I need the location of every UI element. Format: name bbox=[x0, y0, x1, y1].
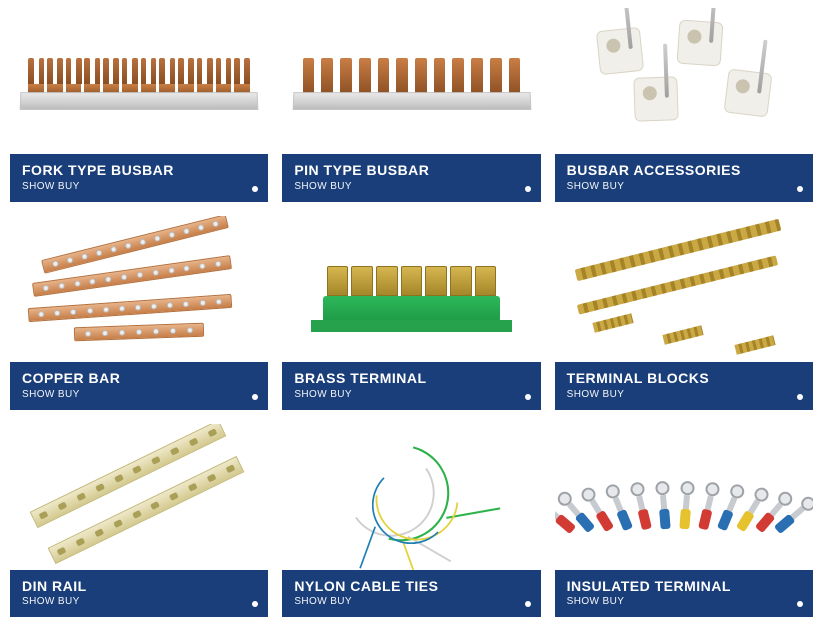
product-image bbox=[10, 424, 268, 570]
product-image bbox=[555, 8, 813, 154]
product-footer: INSULATED TERMINAL SHOW BUY bbox=[555, 570, 813, 618]
dot-icon bbox=[797, 394, 803, 400]
product-title: BUSBAR ACCESSORIES bbox=[567, 162, 801, 179]
product-title: PIN TYPE BUSBAR bbox=[294, 162, 528, 179]
product-title: NYLON CABLE TIES bbox=[294, 578, 528, 595]
dot-icon bbox=[797, 186, 803, 192]
product-image bbox=[10, 216, 268, 362]
product-title: COPPER BAR bbox=[22, 370, 256, 387]
product-image bbox=[282, 8, 540, 154]
product-footer: FORK TYPE BUSBAR SHOW BUY bbox=[10, 154, 268, 202]
product-sublabel: SHOW BUY bbox=[22, 181, 256, 192]
product-sublabel: SHOW BUY bbox=[567, 596, 801, 607]
product-title: FORK TYPE BUSBAR bbox=[22, 162, 256, 179]
product-footer: NYLON CABLE TIES SHOW BUY bbox=[282, 570, 540, 618]
product-card-insulated-terminal[interactable]: INSULATED TERMINAL SHOW BUY bbox=[555, 424, 813, 618]
product-card-pin-busbar[interactable]: PIN TYPE BUSBAR SHOW BUY bbox=[282, 8, 540, 202]
product-footer: BUSBAR ACCESSORIES SHOW BUY bbox=[555, 154, 813, 202]
product-title: TERMINAL BLOCKS bbox=[567, 370, 801, 387]
product-footer: COPPER BAR SHOW BUY bbox=[10, 362, 268, 410]
product-sublabel: SHOW BUY bbox=[22, 389, 256, 400]
product-sublabel: SHOW BUY bbox=[22, 596, 256, 607]
product-title: INSULATED TERMINAL bbox=[567, 578, 801, 595]
product-card-terminal-blocks[interactable]: TERMINAL BLOCKS SHOW BUY bbox=[555, 216, 813, 410]
dot-icon bbox=[252, 394, 258, 400]
dot-icon bbox=[525, 394, 531, 400]
dot-icon bbox=[252, 601, 258, 607]
product-footer: TERMINAL BLOCKS SHOW BUY bbox=[555, 362, 813, 410]
product-title: BRASS TERMINAL bbox=[294, 370, 528, 387]
product-image bbox=[10, 8, 268, 154]
product-sublabel: SHOW BUY bbox=[294, 181, 528, 192]
dot-icon bbox=[797, 601, 803, 607]
dot-icon bbox=[252, 186, 258, 192]
product-image bbox=[555, 424, 813, 570]
dot-icon bbox=[525, 601, 531, 607]
product-image bbox=[555, 216, 813, 362]
product-card-copper-bar[interactable]: COPPER BAR SHOW BUY bbox=[10, 216, 268, 410]
product-sublabel: SHOW BUY bbox=[567, 181, 801, 192]
product-sublabel: SHOW BUY bbox=[294, 389, 528, 400]
product-sublabel: SHOW BUY bbox=[294, 596, 528, 607]
product-title: DIN RAIL bbox=[22, 578, 256, 595]
product-card-din-rail[interactable]: DIN RAIL SHOW BUY bbox=[10, 424, 268, 618]
product-footer: PIN TYPE BUSBAR SHOW BUY bbox=[282, 154, 540, 202]
product-grid: FORK TYPE BUSBAR SHOW BUY PIN TYPE BUSBA… bbox=[10, 8, 813, 617]
product-card-nylon-cable-ties[interactable]: NYLON CABLE TIES SHOW BUY bbox=[282, 424, 540, 618]
product-image bbox=[282, 424, 540, 570]
product-card-brass-terminal[interactable]: BRASS TERMINAL SHOW BUY bbox=[282, 216, 540, 410]
product-footer: BRASS TERMINAL SHOW BUY bbox=[282, 362, 540, 410]
product-footer: DIN RAIL SHOW BUY bbox=[10, 570, 268, 618]
product-card-fork-busbar[interactable]: FORK TYPE BUSBAR SHOW BUY bbox=[10, 8, 268, 202]
product-card-busbar-accessories[interactable]: BUSBAR ACCESSORIES SHOW BUY bbox=[555, 8, 813, 202]
product-image bbox=[282, 216, 540, 362]
dot-icon bbox=[525, 186, 531, 192]
product-sublabel: SHOW BUY bbox=[567, 389, 801, 400]
